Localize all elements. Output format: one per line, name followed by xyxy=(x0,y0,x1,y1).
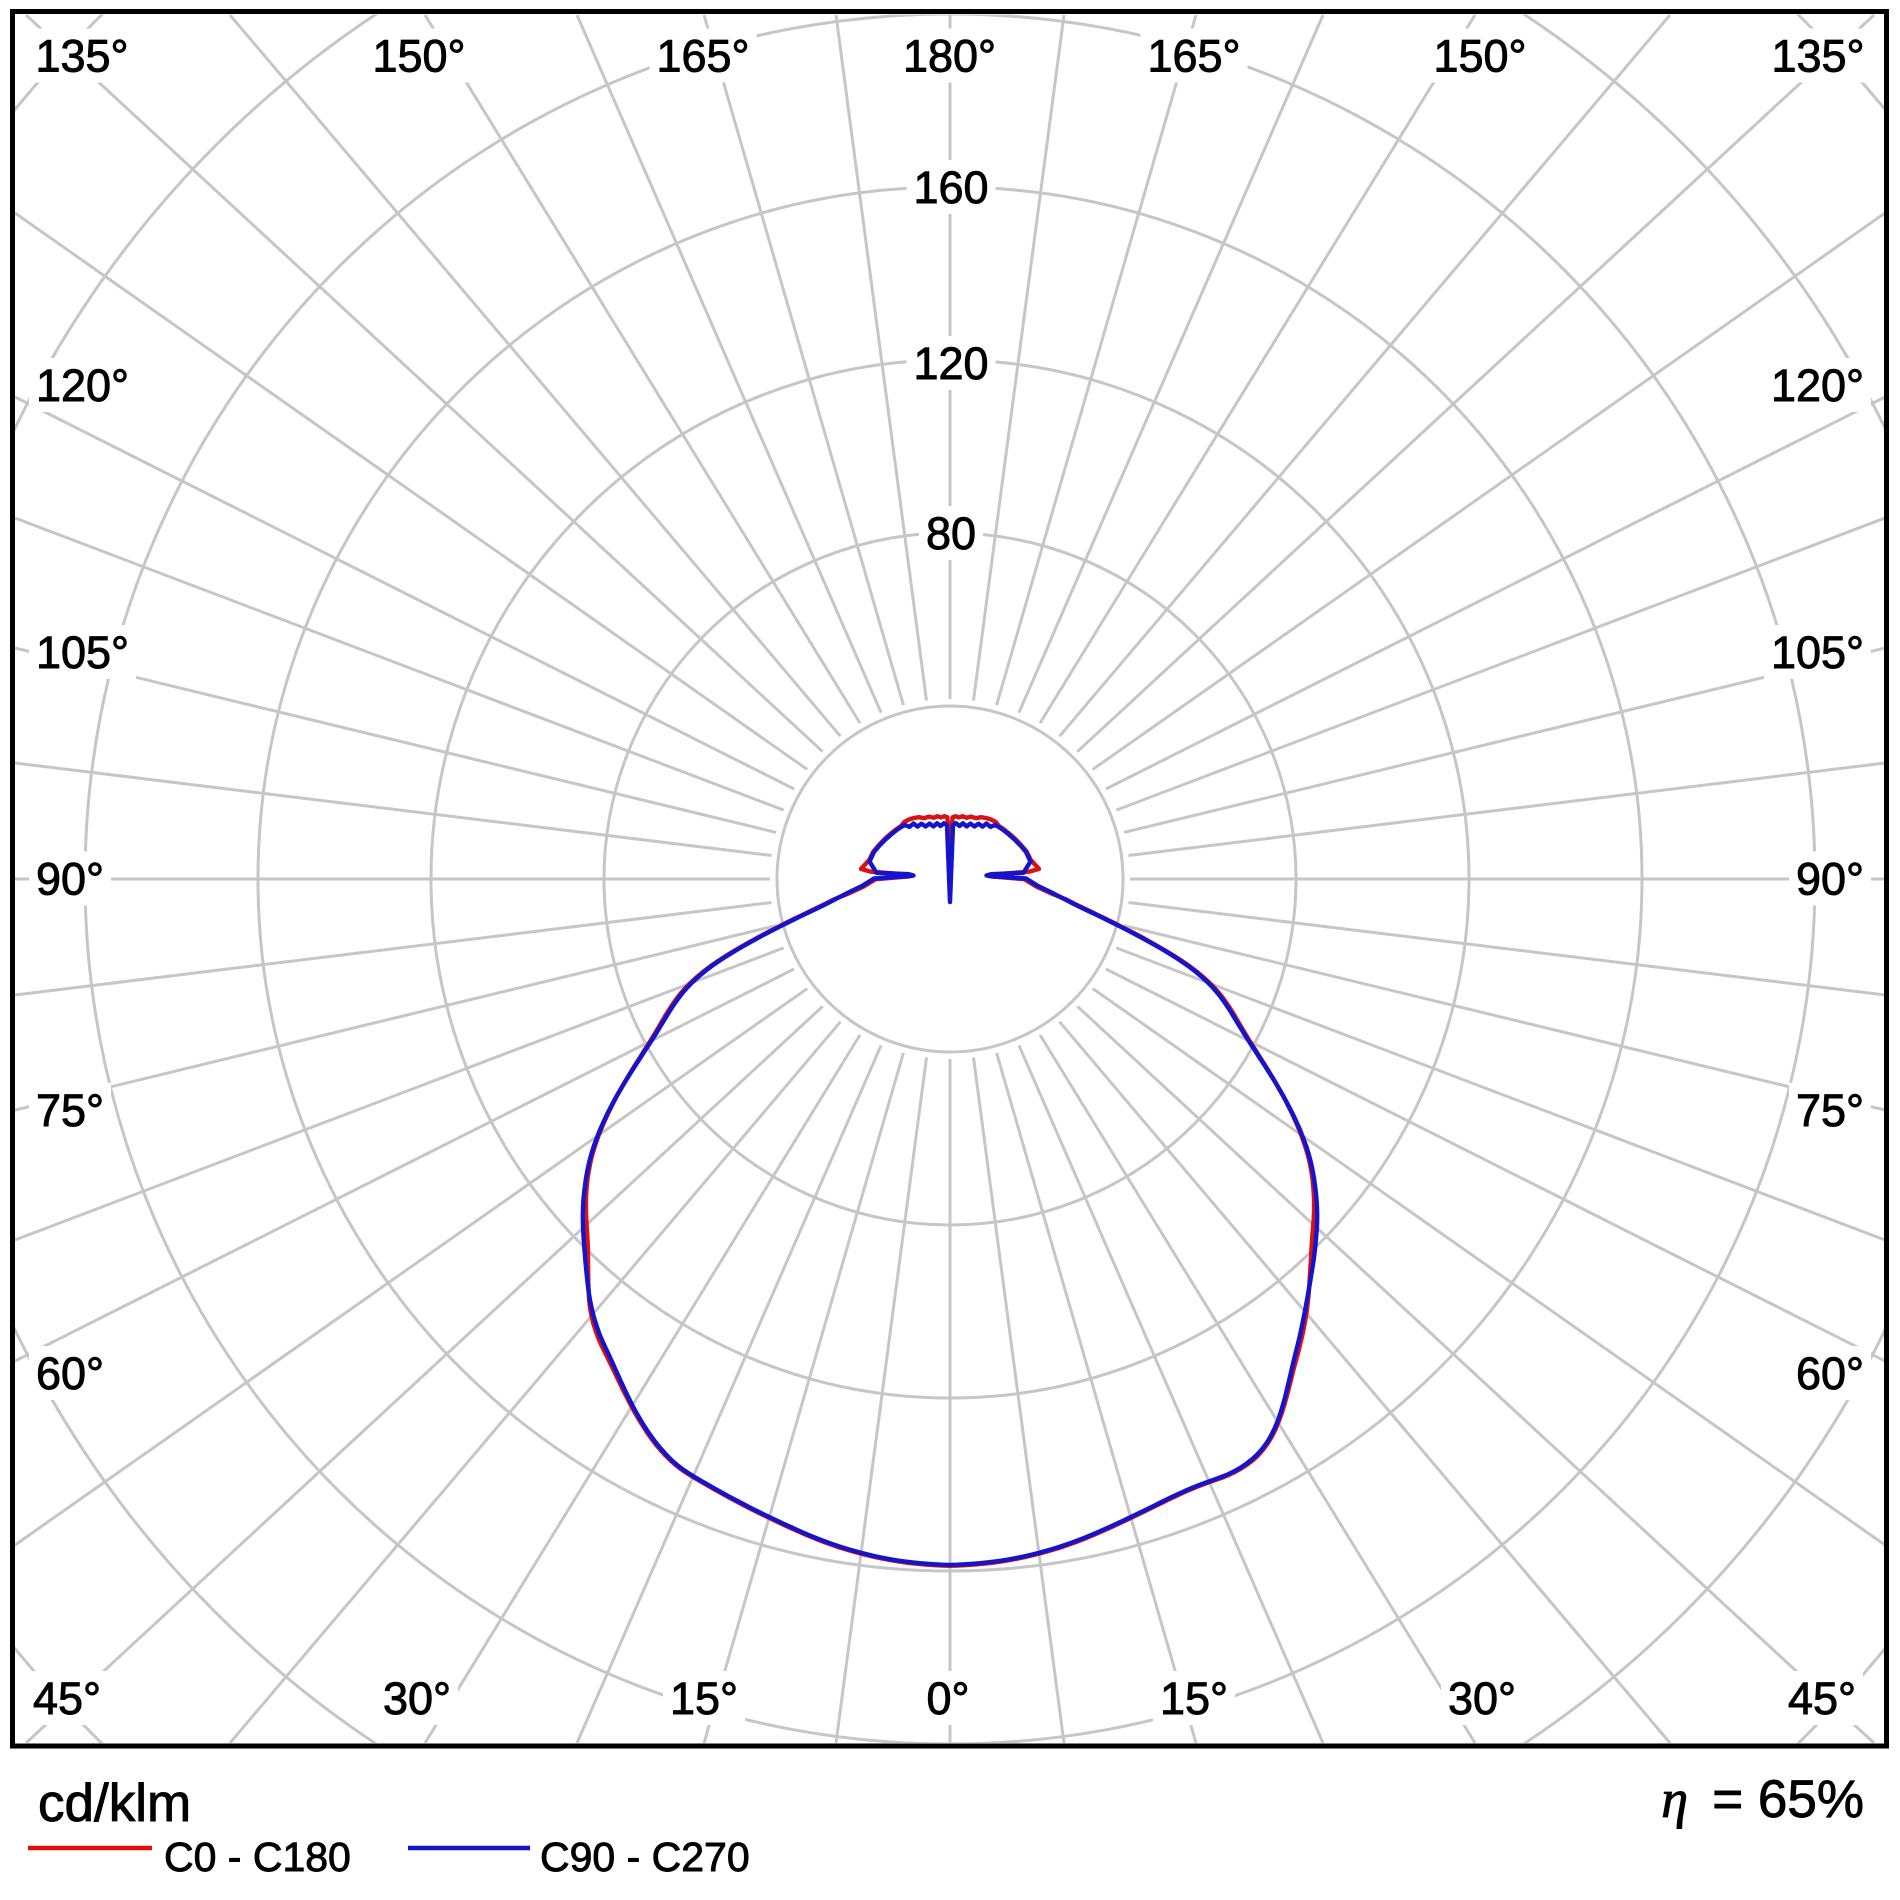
svg-text:160: 160 xyxy=(913,162,988,213)
svg-text:135°: 135° xyxy=(1771,31,1864,82)
svg-text:135°: 135° xyxy=(35,31,128,82)
svg-text:75°: 75° xyxy=(1796,1085,1864,1136)
svg-text:120°: 120° xyxy=(36,360,129,411)
svg-text:15°: 15° xyxy=(670,1673,738,1724)
svg-text:= 65%: = 65% xyxy=(1698,1770,1864,1829)
svg-text:105°: 105° xyxy=(36,627,129,678)
svg-text:60°: 60° xyxy=(36,1348,104,1399)
svg-text:60°: 60° xyxy=(1796,1348,1864,1399)
svg-text:90°: 90° xyxy=(36,854,104,905)
svg-text:45°: 45° xyxy=(33,1673,101,1724)
svg-text:105°: 105° xyxy=(1771,627,1864,678)
svg-text:80: 80 xyxy=(926,508,976,559)
svg-text:90°: 90° xyxy=(1796,854,1864,905)
svg-text:cd/klm: cd/klm xyxy=(38,1774,191,1833)
svg-text:15°: 15° xyxy=(1160,1673,1228,1724)
svg-text:120°: 120° xyxy=(1771,360,1864,411)
svg-text:165°: 165° xyxy=(1147,31,1240,82)
svg-text:150°: 150° xyxy=(372,31,465,82)
svg-text:120: 120 xyxy=(913,338,988,389)
svg-text:45°: 45° xyxy=(1788,1673,1856,1724)
svg-text:C90 - C270: C90 - C270 xyxy=(540,1834,750,1880)
svg-text:30°: 30° xyxy=(383,1673,451,1724)
svg-text:0°: 0° xyxy=(926,1673,969,1724)
svg-text:75°: 75° xyxy=(36,1085,104,1136)
svg-text:η: η xyxy=(1661,1769,1688,1829)
svg-text:C0 - C180: C0 - C180 xyxy=(164,1834,351,1880)
svg-text:150°: 150° xyxy=(1433,31,1526,82)
svg-text:30°: 30° xyxy=(1448,1673,1516,1724)
svg-text:180°: 180° xyxy=(903,31,996,82)
svg-text:165°: 165° xyxy=(656,31,749,82)
